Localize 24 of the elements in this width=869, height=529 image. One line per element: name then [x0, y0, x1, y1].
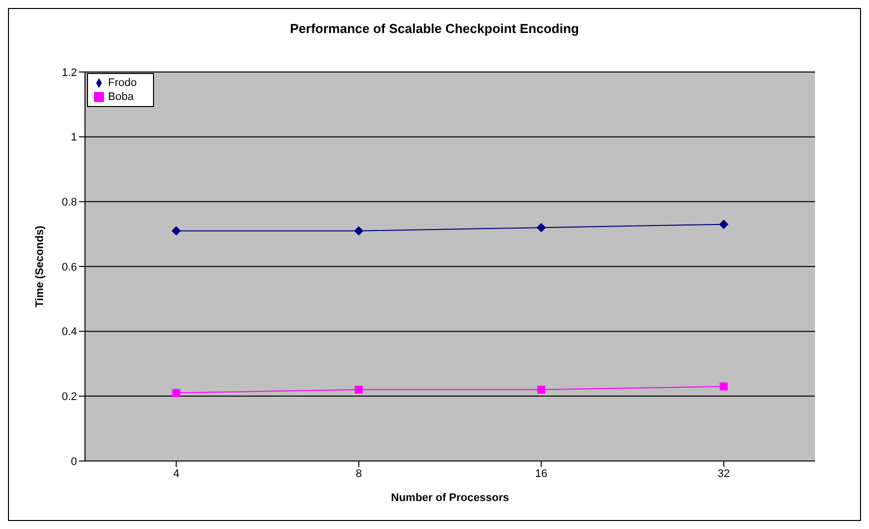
x-axis-title: Number of Processors [391, 492, 509, 504]
point [536, 223, 546, 232]
point [537, 386, 546, 394]
point [354, 226, 364, 236]
chart-title: Performance of Scalable Checkpoint Encoding [289, 21, 580, 36]
x-tick-label: 32 [718, 468, 730, 480]
x-tick-label: 4 [173, 468, 180, 480]
y-tick-label: 0.2 [62, 391, 77, 404]
y-tick-label: 1.2 [62, 66, 77, 79]
point [719, 220, 728, 229]
point [172, 226, 181, 236]
point [720, 382, 728, 390]
y-axis-title: Time (Seconds) [34, 225, 46, 308]
legend-label: Boba [108, 91, 134, 103]
x-tick-label: 16 [535, 468, 548, 480]
y-tick-label: 0.6 [62, 261, 77, 274]
legend-label: Frodo [108, 77, 137, 89]
y-tick-label: 0 [70, 456, 77, 468]
point [354, 386, 363, 394]
y-tick-label: 0.8 [62, 196, 77, 209]
y-tick-label: 0.4 [62, 326, 77, 338]
y-tick-label: 1 [70, 132, 77, 144]
point [172, 388, 180, 397]
x-tick-label: 8 [356, 468, 362, 480]
